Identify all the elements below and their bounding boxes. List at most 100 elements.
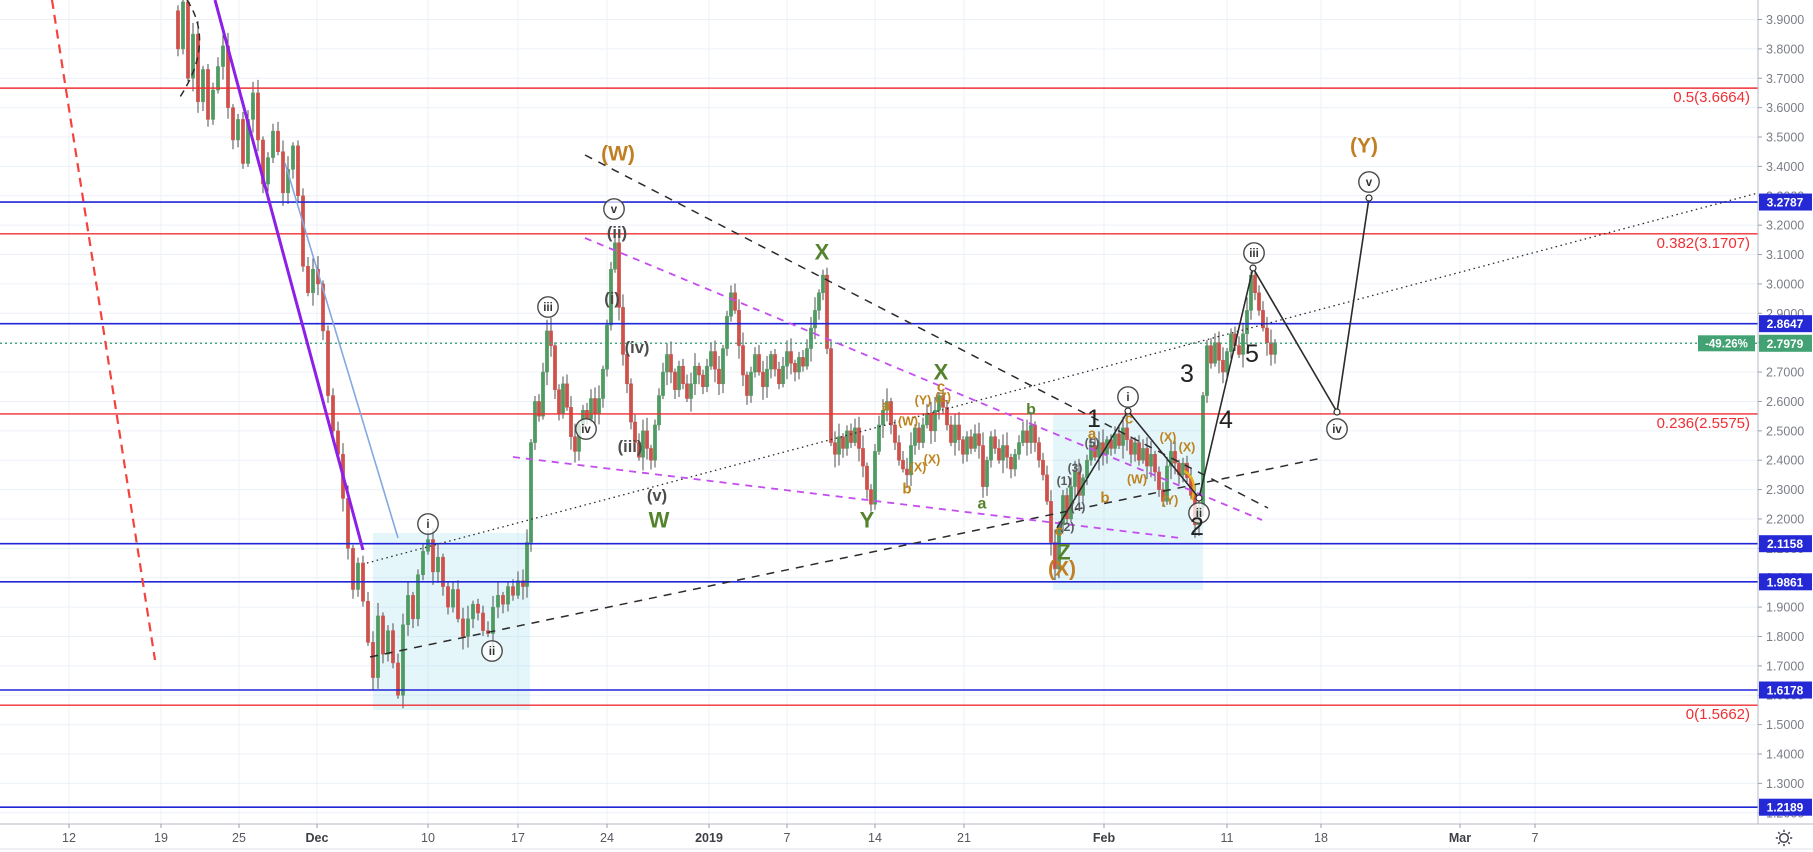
wave-label-circled-ii[interactable]: ii: [1196, 508, 1202, 520]
wave-label-black_numbers-5[interactable]: 5: [1245, 340, 1259, 368]
projection-node[interactable]: [1365, 194, 1373, 202]
wave-label-orange_small-c[interactable]: c: [1055, 522, 1063, 539]
wave-label-green_small-b[interactable]: b: [1026, 402, 1036, 419]
wave-label-black_numbers-3[interactable]: 3: [1180, 360, 1194, 388]
wave-label-paren_big-(iii)[interactable]: (iii): [618, 438, 643, 456]
wave-circle-iii[interactable]: [1243, 242, 1265, 264]
wave-label-green_big-Z[interactable]: Z: [1057, 540, 1070, 565]
candle-body: [1037, 442, 1041, 461]
wave-projection-path[interactable]: [1056, 194, 1373, 529]
wave-circle-iv[interactable]: [1326, 418, 1348, 440]
wave-label-circled-i[interactable]: i: [1126, 392, 1129, 404]
projection-node[interactable]: [1195, 494, 1203, 502]
wave-label-orange_paren-(X)[interactable]: (X): [924, 452, 941, 466]
candle-body: [829, 348, 833, 443]
wave-label-orange_paren-(X)[interactable]: (X): [1160, 430, 1177, 444]
time-axis[interactable]: 12 19 25 Dec 10 17 24 2019 7 14 21 Feb 11 18 Mar 7: [0, 823, 1813, 852]
wave-label-circled-v[interactable]: v: [1366, 177, 1373, 189]
yellow-curve[interactable]: [1183, 469, 1195, 501]
wave-label-green_big-Y[interactable]: Y: [860, 508, 875, 533]
candle-body: [593, 398, 597, 414]
wave-label-green_big-W[interactable]: W: [649, 508, 670, 533]
wave-circle-v[interactable]: [603, 198, 625, 220]
wave-label-circled-i[interactable]: i: [426, 519, 429, 531]
wave-label-orange_small-c[interactable]: c: [937, 378, 945, 395]
wave-label-orange_small-b[interactable]: b: [902, 480, 911, 497]
black-dashed-arc[interactable]: [177, 0, 201, 101]
wave-label-green_big-X[interactable]: X: [934, 360, 949, 385]
trend-lines[interactable]: [50, 0, 1759, 661]
candle-body: [1053, 542, 1057, 570]
wave-label-black_numbers-4[interactable]: 4: [1219, 406, 1233, 434]
wave-label-orange_small-c[interactable]: c: [1125, 410, 1133, 427]
wave-label-paren_big-(v)[interactable]: (v): [647, 487, 667, 505]
wave-label-paren_small-(4)[interactable]: (4): [1071, 500, 1086, 514]
wave-label-orange_paren-(Y)[interactable]: (Y): [1162, 493, 1179, 507]
wave-label-circled-iv[interactable]: iv: [1332, 424, 1342, 436]
wave-label-orange_small-b[interactable]: b: [1100, 489, 1109, 506]
wave-circle-iii[interactable]: [537, 296, 559, 318]
candlestick-series: [176, 0, 1277, 709]
wave-circle-iv[interactable]: [575, 418, 597, 440]
wave-label-paren_small-(2)[interactable]: (2): [1060, 520, 1075, 534]
time-axis-settings-gear-icon[interactable]: [1775, 829, 1793, 847]
wave-label-paren_small-(1)[interactable]: (1): [1057, 474, 1072, 488]
projection-polyline[interactable]: [1056, 197, 1370, 529]
magenta-dashed-trendline-lower[interactable]: [512, 456, 1181, 539]
candle-body: [396, 662, 400, 696]
wave-circle-ii[interactable]: [481, 640, 503, 662]
wave-label-black_numbers-2[interactable]: 2: [1190, 513, 1204, 541]
wave-label-orange_paren-(Y)[interactable]: (Y): [915, 393, 932, 407]
black-dashed-trendline-up[interactable]: [369, 457, 1323, 658]
wave-label-orange_paren-(W)[interactable]: (W): [898, 414, 918, 428]
candle-body: [845, 430, 849, 449]
wave-label-circled-iv[interactable]: iv: [581, 424, 591, 436]
candle-body: [745, 374, 749, 396]
wave-label-orange_paren-(X)[interactable]: (X): [910, 460, 927, 474]
price-tick-label: 3.9000: [1766, 13, 1804, 27]
wave-circle-i[interactable]: [417, 513, 439, 535]
wave-label-paren_big-(ii)[interactable]: (ii): [607, 224, 627, 242]
wave-label-orange_small-a[interactable]: a: [1088, 425, 1097, 442]
projection-node[interactable]: [1333, 408, 1341, 416]
candle-body: [989, 436, 993, 461]
wave-label-orange_small-a[interactable]: a: [882, 397, 891, 414]
wave-label-circled-iii[interactable]: iii: [543, 302, 553, 314]
projection-node[interactable]: [1124, 407, 1132, 415]
wave-label-circled-ii[interactable]: ii: [489, 646, 495, 658]
wave-label-green_big-X[interactable]: X: [815, 240, 830, 265]
horizontal-price-lines[interactable]: 0.5(3.6664) 0.382(3.1707) 0.236(2.5575) 0(1…: [0, 87, 1758, 809]
red-dashed-trendline[interactable]: [50, 0, 157, 661]
wave-circle-i[interactable]: [1117, 386, 1139, 408]
purple-trendline[interactable]: [213, 0, 365, 551]
wave-label-orange_paren-(W)[interactable]: (W): [1127, 472, 1147, 486]
projection-node[interactable]: [1249, 264, 1257, 272]
candle-body: [266, 157, 270, 185]
magenta-dashed-trendline-upper[interactable]: [584, 237, 1263, 521]
wave-label-orange_big-(X)[interactable]: (X): [1048, 557, 1076, 580]
price-axis[interactable]: 3.90003.80003.70003.60003.50003.40003.30…: [1698, 0, 1813, 852]
wave-circle-ii[interactable]: [1188, 502, 1210, 524]
wave-label-orange_paren-(X)[interactable]: (X): [1179, 440, 1196, 454]
time-tick-label: Dec: [306, 831, 329, 845]
candle-body: [331, 395, 335, 432]
wave-label-black_numbers-1[interactable]: 1: [1087, 405, 1101, 433]
wave-label-paren_big-(iv)[interactable]: (iv): [625, 339, 650, 357]
wave-label-green_small-a[interactable]: a: [978, 496, 987, 513]
candle-body: [853, 427, 857, 443]
candle-body: [206, 69, 210, 120]
fib-level-label: 0(1.5662): [1686, 706, 1750, 723]
wave-label-orange_big-(Y)[interactable]: (Y): [1350, 134, 1378, 157]
light-blue-trendline[interactable]: [284, 162, 399, 539]
wave-label-paren_small-(5)[interactable]: (5): [1085, 436, 1100, 450]
wave-label-circled-v[interactable]: v: [611, 204, 618, 216]
wave-label-paren_small-(3)[interactable]: (3): [1068, 461, 1083, 475]
wave-label-orange_paren-(Z)[interactable]: (Z): [935, 390, 951, 404]
wave-label-orange_big-(W)[interactable]: (W): [601, 142, 635, 165]
wave-label-circled-iii[interactable]: iii: [1249, 248, 1259, 260]
wave-label-paren_big-(i)[interactable]: (i): [604, 290, 620, 308]
wave-labels[interactable]: iiiiiiivviiiiiiivv(ii)(i)(iv)(iii)(v)(1)…: [417, 134, 1380, 662]
candle-body: [236, 119, 240, 141]
wave-circle-v[interactable]: [1358, 171, 1380, 193]
